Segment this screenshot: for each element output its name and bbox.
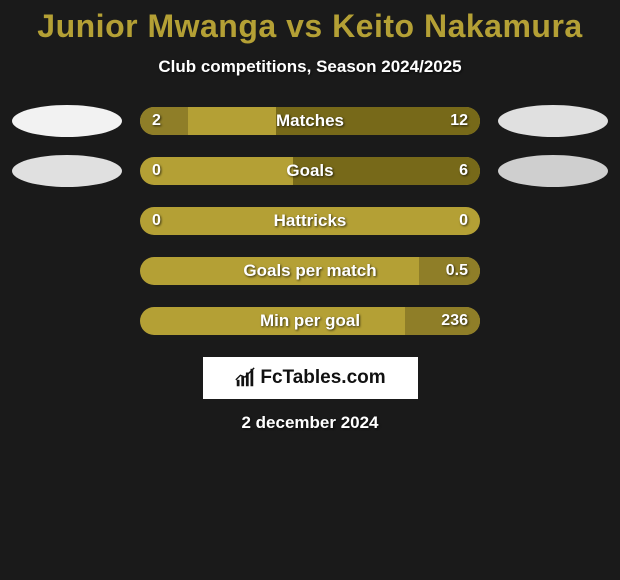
branding-box: FcTables.com [203,357,418,399]
infographic-container: Junior Mwanga vs Keito Nakamura Club com… [0,0,620,433]
right-ellipse [498,105,608,137]
stat-label: Goals per match [140,261,480,281]
stat-label: Goals [140,161,480,181]
stat-label: Min per goal [140,311,480,331]
stat-label: Matches [140,111,480,131]
stat-row: 212Matches [0,105,620,137]
stat-bar: 212Matches [140,107,480,135]
stat-bar: 0.5Goals per match [140,257,480,285]
stat-row: 0.5Goals per match [0,255,620,287]
stat-row: 236Min per goal [0,305,620,337]
branding-text: FcTables.com [260,367,385,389]
subtitle: Club competitions, Season 2024/2025 [0,57,620,77]
chart-icon [234,367,256,389]
stat-row: 06Goals [0,155,620,187]
stats-rows: 212Matches 06Goals 00Hattricks 0.5Goals per… [0,105,620,337]
stat-bar: 06Goals [140,157,480,185]
left-ellipse [12,155,122,187]
right-ellipse [498,155,608,187]
left-ellipse [12,105,122,137]
page-title: Junior Mwanga vs Keito Nakamura [0,8,620,45]
stat-row: 00Hattricks [0,205,620,237]
date-label: 2 december 2024 [0,413,620,433]
stat-bar: 236Min per goal [140,307,480,335]
stat-label: Hattricks [140,211,480,231]
stat-bar: 00Hattricks [140,207,480,235]
